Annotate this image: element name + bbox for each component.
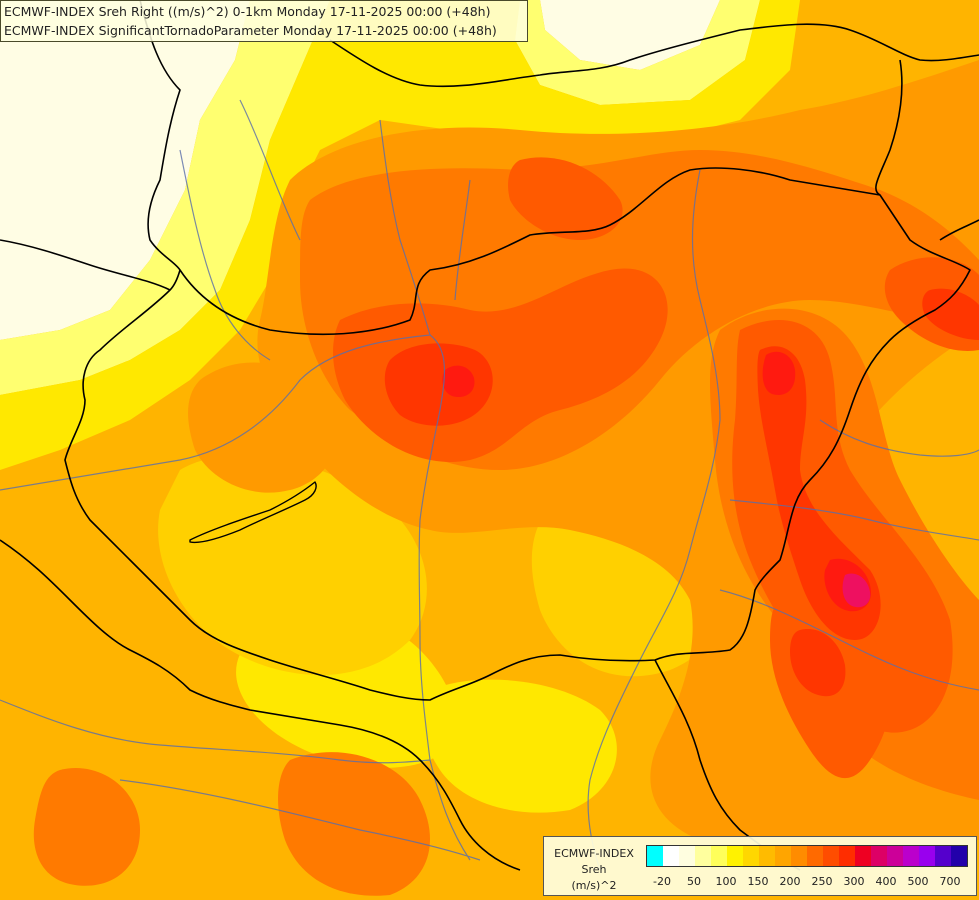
field-red-se	[790, 629, 846, 697]
legend-tick-label: 400	[875, 875, 897, 888]
legend-tick-label: 50	[687, 875, 701, 888]
colour-legend: ECMWF-INDEX Sreh (m/s)^2 -20 50 100 150 200 2…	[543, 836, 977, 896]
map-title-box: ECMWF-INDEX Sreh Right ((m/s)^2) 0-1km M…	[0, 0, 528, 42]
legend-title-line-2: Sreh	[581, 863, 607, 876]
river-layer	[0, 99, 979, 871]
field-lightyellow-north	[515, 0, 760, 105]
lake-balaton	[189, 481, 317, 544]
field-magenta-se	[842, 573, 871, 608]
legend-tick-label: 200	[779, 875, 801, 888]
legend-swatch	[935, 846, 951, 866]
field-yellow-southeast	[421, 679, 617, 813]
river-morava	[179, 149, 271, 361]
field-redorange-north	[508, 157, 623, 240]
legend-tick-label: 300	[843, 875, 865, 888]
map-title-line-2: ECMWF-INDEX SignificantTornadoParameter …	[4, 23, 497, 38]
river-mures	[719, 589, 979, 691]
field-red-ne	[922, 288, 979, 340]
legend-swatch	[823, 846, 839, 866]
river-tisza	[587, 169, 721, 871]
river-cris	[729, 499, 979, 541]
river-hron	[454, 179, 471, 301]
legend-tick-label: -20	[653, 875, 671, 888]
field-crimson-east	[762, 351, 796, 395]
river-sava	[119, 779, 481, 861]
river-drava	[0, 699, 431, 764]
river-somes	[819, 419, 979, 457]
legend-title: ECMWF-INDEX Sreh (m/s)^2	[544, 846, 644, 894]
field-yellow-west	[0, 0, 800, 470]
legend-swatch	[775, 846, 791, 866]
border-austria	[0, 239, 171, 291]
field-pale-nw	[0, 0, 250, 340]
border-ukraine	[875, 59, 903, 196]
field-amber-central	[158, 455, 427, 675]
legend-tick-label: 500	[907, 875, 929, 888]
legend-swatch	[743, 846, 759, 866]
map-title-line-1: ECMWF-INDEX Sreh Right ((m/s)^2) 0-1km M…	[4, 4, 491, 19]
legend-title-line-3: (m/s)^2	[571, 879, 617, 892]
river-north-a	[239, 99, 301, 241]
field-darkorange-southcentre	[278, 752, 430, 896]
legend-swatch	[919, 846, 935, 866]
legend-tick-label: 100	[715, 875, 737, 888]
legend-tick-label: 700	[939, 875, 961, 888]
border-slovenia-croatia	[0, 539, 521, 871]
legend-swatch	[951, 846, 967, 866]
legend-swatch	[903, 846, 919, 866]
legend-swatch	[791, 846, 807, 866]
border-poland	[329, 23, 979, 88]
legend-tick-label: 150	[747, 875, 769, 888]
border-romania-east	[939, 219, 979, 241]
legend-swatch	[663, 846, 679, 866]
river-danube	[0, 334, 471, 861]
legend-tick-label: 250	[811, 875, 833, 888]
field-lightyellow-west	[0, 0, 330, 395]
legend-swatch	[871, 846, 887, 866]
field-red-centre	[384, 343, 493, 426]
legend-tick-labels: -20 50 100 150 200 250 300 400 500 700	[646, 875, 976, 889]
legend-swatch	[759, 846, 775, 866]
legend-colour-bar	[646, 845, 968, 867]
legend-swatch	[711, 846, 727, 866]
field-darkorange-sw	[33, 768, 140, 886]
river-vah	[379, 119, 431, 336]
border-hungary	[64, 167, 971, 701]
legend-swatch	[679, 846, 695, 866]
legend-title-line-1: ECMWF-INDEX	[554, 847, 634, 860]
legend-swatch	[695, 846, 711, 866]
field-crimson-centre	[442, 365, 475, 398]
border-slovakia-north	[139, 0, 181, 271]
legend-swatch	[807, 846, 823, 866]
legend-swatch	[727, 846, 743, 866]
legend-swatch	[855, 846, 871, 866]
field-orange-west	[188, 362, 338, 493]
field-pale-north	[540, 0, 720, 70]
legend-swatch	[839, 846, 855, 866]
legend-swatch	[647, 846, 663, 866]
legend-swatch	[887, 846, 903, 866]
